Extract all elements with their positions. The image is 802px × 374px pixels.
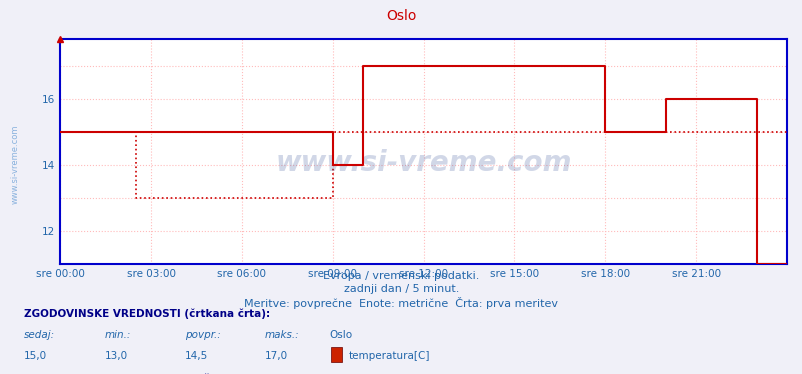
Text: maks.:: maks.: [265,330,299,340]
Text: 13,0: 13,0 [104,351,128,361]
Text: Oslo: Oslo [386,9,416,23]
Text: zadnji dan / 5 minut.: zadnji dan / 5 minut. [343,284,459,294]
Text: min.:: min.: [104,330,131,340]
Text: ZGODOVINSKE VREDNOSTI (črtkana črta):: ZGODOVINSKE VREDNOSTI (črtkana črta): [24,309,270,319]
Text: temperatura[C]: temperatura[C] [348,351,429,361]
Text: 14,5: 14,5 [184,351,208,361]
Text: 17,0: 17,0 [265,351,288,361]
Text: Oslo: Oslo [329,330,352,340]
Text: sedaj:: sedaj: [24,330,55,340]
Text: www.si-vreme.com: www.si-vreme.com [275,149,571,177]
Text: Evropa / vremenski podatki.: Evropa / vremenski podatki. [323,271,479,281]
Text: www.si-vreme.com: www.si-vreme.com [10,125,19,204]
Text: 15,0: 15,0 [24,351,47,361]
Text: Meritve: povprečne  Enote: metrične  Črta: prva meritev: Meritve: povprečne Enote: metrične Črta:… [244,297,558,309]
Text: povpr.:: povpr.: [184,330,221,340]
